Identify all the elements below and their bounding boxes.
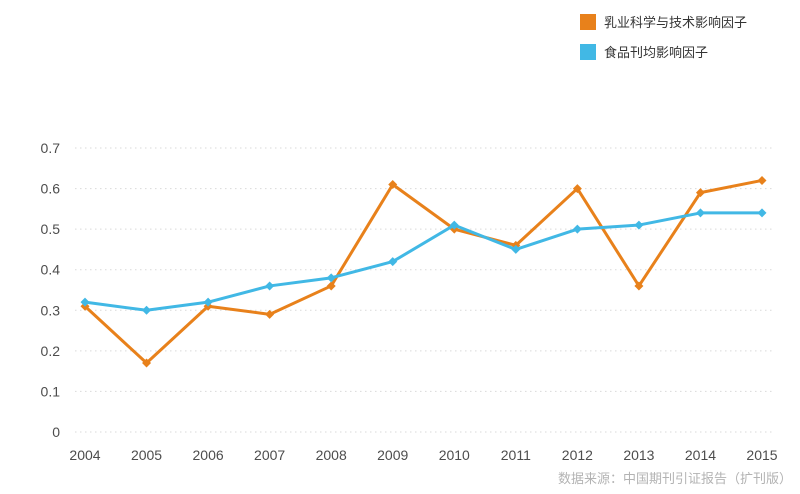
data-point-marker xyxy=(326,273,336,283)
y-tick-label: 0 xyxy=(52,424,60,440)
y-tick-label: 0.4 xyxy=(41,262,61,278)
data-point-marker xyxy=(449,220,459,230)
data-point-marker xyxy=(142,305,152,315)
data-point-marker xyxy=(511,244,521,254)
data-point-marker xyxy=(695,208,705,218)
source-note: 数据来源：中国期刊引证报告（扩刊版） xyxy=(557,471,792,486)
data-point-marker xyxy=(757,175,767,185)
data-point-marker xyxy=(634,220,644,230)
chart-legend: 乳业科学与技术影响因子 食品刊均影响因子 xyxy=(580,12,747,72)
x-tick-label: 2007 xyxy=(254,447,285,463)
legend-label-food-journal-average: 食品刊均影响因子 xyxy=(604,45,709,60)
data-point-marker xyxy=(80,297,90,307)
x-tick-label: 2013 xyxy=(623,447,654,463)
x-tick-label: 2009 xyxy=(377,447,408,463)
data-point-marker xyxy=(265,281,275,291)
x-tick-label: 2008 xyxy=(316,447,347,463)
legend-item-dairy-impact-factor[interactable]: 乳业科学与技术影响因子 xyxy=(580,12,747,31)
x-tick-label: 2005 xyxy=(131,447,162,463)
data-point-marker xyxy=(265,309,275,319)
x-tick-label: 2012 xyxy=(562,447,593,463)
x-tick-label: 2011 xyxy=(501,447,531,463)
data-point-marker xyxy=(695,188,705,198)
data-point-marker xyxy=(388,180,398,190)
legend-swatch-blue xyxy=(580,43,596,60)
series-line-1 xyxy=(83,211,764,312)
data-point-marker xyxy=(634,281,644,291)
data-point-marker xyxy=(388,257,398,267)
series-line-0 xyxy=(83,178,764,365)
data-point-marker xyxy=(142,358,152,368)
y-tick-label: 0.6 xyxy=(41,181,61,197)
legend-swatch-orange xyxy=(580,13,596,30)
data-point-marker xyxy=(326,281,336,291)
y-tick-label: 0.7 xyxy=(41,140,61,156)
x-tick-label: 2004 xyxy=(69,447,100,463)
y-tick-label: 0.3 xyxy=(41,302,61,318)
data-point-marker xyxy=(572,184,582,194)
x-tick-label: 2014 xyxy=(685,447,716,463)
x-tick-label: 2006 xyxy=(193,447,224,463)
x-tick-label: 2010 xyxy=(439,447,470,463)
y-tick-label: 0.2 xyxy=(41,343,61,359)
y-tick-label: 0.1 xyxy=(41,383,61,399)
data-point-marker xyxy=(572,224,582,234)
x-tick-label: 2015 xyxy=(746,447,777,463)
data-point-marker xyxy=(203,297,213,307)
legend-item-food-journal-average[interactable]: 食品刊均影响因子 xyxy=(580,42,747,61)
y-tick-label: 0.5 xyxy=(41,221,61,237)
data-point-marker xyxy=(757,208,767,218)
legend-label-dairy-impact-factor: 乳业科学与技术影响因子 xyxy=(604,15,748,30)
